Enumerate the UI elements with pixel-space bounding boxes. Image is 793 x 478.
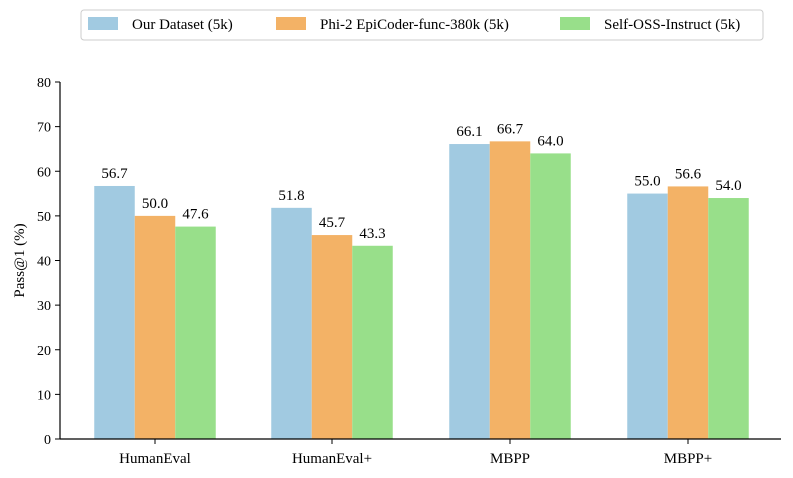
value-label: 56.7 — [101, 166, 128, 182]
y-tick-label: 40 — [37, 255, 51, 270]
bar-3-mbpp — [530, 153, 571, 439]
bar-3-humaneval- — [352, 245, 393, 439]
y-axis: 0 10 20 30 40 50 60 70 80 — [37, 76, 61, 448]
y-tick-label: 10 — [37, 388, 51, 403]
bar-1-humaneval — [94, 185, 135, 439]
value-label: 55.0 — [634, 174, 660, 190]
value-label: 43.3 — [359, 226, 385, 242]
value-label: 51.8 — [278, 188, 304, 204]
y-tick-label: 0 — [44, 433, 51, 448]
value-label: 66.1 — [456, 124, 482, 140]
y-tick-label: 30 — [37, 299, 51, 314]
legend-swatch — [88, 17, 118, 30]
legend-label: Self-OSS-Instruct (5k) — [604, 17, 740, 33]
x-tick-label: MBPP+ — [664, 451, 713, 467]
legend-label: Our Dataset (5k) — [132, 17, 233, 33]
x-tick-label: HumanEval+ — [292, 451, 372, 467]
bar-2-humaneval — [134, 215, 176, 440]
bar-3-mbpp- — [708, 198, 749, 439]
value-label: 66.7 — [497, 121, 524, 137]
y-tick-label: 80 — [37, 76, 51, 91]
y-tick-label: 20 — [37, 344, 51, 359]
y-tick-label: 60 — [37, 165, 51, 180]
bar-2-mbpp- — [667, 186, 709, 439]
legend: Our Dataset (5k) Phi-2 EpiCoder-func-380k… — [80, 9, 764, 41]
bar-1-humaneval- — [271, 207, 312, 439]
y-tick-label: 70 — [37, 121, 51, 136]
x-axis: HumanEval HumanEval+ MBPP MBPP+ — [60, 438, 781, 467]
x-tick-label: HumanEval — [119, 451, 191, 467]
legend-label: Phi-2 EpiCoder-func-380k (5k) — [320, 17, 509, 33]
legend-swatch — [560, 17, 590, 30]
value-label: 54.0 — [715, 178, 741, 194]
bar-2-mbpp — [489, 141, 531, 439]
value-label: 47.6 — [182, 207, 209, 223]
bar-3-humaneval — [175, 226, 216, 439]
legend-frame — [80, 9, 764, 41]
y-tick-label: 50 — [37, 210, 51, 225]
bar-1-mbpp — [449, 144, 490, 439]
y-axis-title: Pass@1 (%) — [12, 223, 28, 297]
value-label: 64.0 — [537, 133, 563, 149]
legend-swatch — [276, 17, 306, 30]
bar-2-humaneval- — [311, 235, 353, 439]
bar-1-mbpp- — [627, 193, 668, 439]
bars-layer — [94, 141, 749, 440]
value-label: 50.0 — [142, 196, 168, 212]
value-label: 45.7 — [319, 215, 346, 231]
x-tick-label: MBPP — [490, 451, 530, 467]
value-labels-layer: 56.7 50.0 47.6 51.8 45.7 43.3 66.1 66.7 64.0 55.0… — [101, 121, 741, 241]
value-label: 56.6 — [675, 166, 702, 182]
